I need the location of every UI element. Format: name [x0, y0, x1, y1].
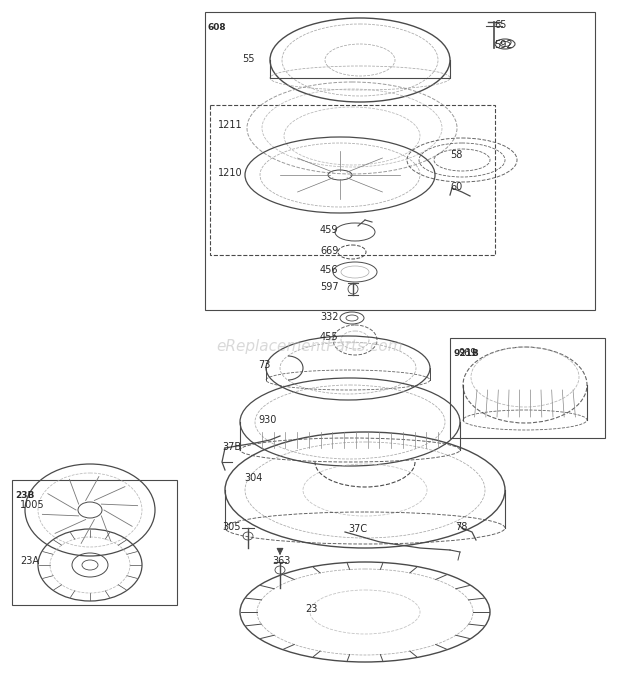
Text: eReplacementParts.com: eReplacementParts.com	[216, 338, 404, 353]
Text: 305: 305	[222, 522, 241, 532]
Bar	[450, 338, 605, 438]
Text: 921B: 921B	[453, 349, 479, 358]
Text: 78: 78	[455, 522, 467, 532]
Text: 37B: 37B	[222, 442, 241, 452]
Bar	[12, 480, 177, 605]
Text: 608: 608	[208, 23, 227, 32]
Text: 65: 65	[494, 20, 507, 30]
Text: 60: 60	[450, 182, 463, 192]
Text: 459: 459	[320, 225, 339, 235]
Text: 456: 456	[320, 265, 339, 275]
Text: 597: 597	[320, 282, 339, 292]
Text: 1211: 1211	[218, 120, 242, 130]
Text: 592: 592	[494, 40, 513, 50]
Text: 23A: 23A	[20, 556, 39, 566]
Text: 55: 55	[242, 54, 254, 64]
Text: 23B: 23B	[15, 491, 34, 500]
Text: 969: 969	[458, 348, 476, 358]
Text: 332: 332	[320, 312, 339, 322]
Text: 1210: 1210	[218, 168, 242, 178]
Bar	[205, 12, 595, 310]
Text: 37C: 37C	[348, 524, 367, 534]
Bar	[210, 105, 495, 255]
Text: 1005: 1005	[20, 500, 45, 510]
Text: 23: 23	[305, 604, 317, 614]
Text: 58: 58	[450, 150, 463, 160]
Text: 363: 363	[272, 556, 290, 566]
Text: 930: 930	[258, 415, 277, 425]
Text: 304: 304	[244, 473, 262, 483]
Text: 455: 455	[320, 332, 339, 342]
Text: 73: 73	[258, 360, 270, 370]
Text: 669: 669	[320, 246, 339, 256]
